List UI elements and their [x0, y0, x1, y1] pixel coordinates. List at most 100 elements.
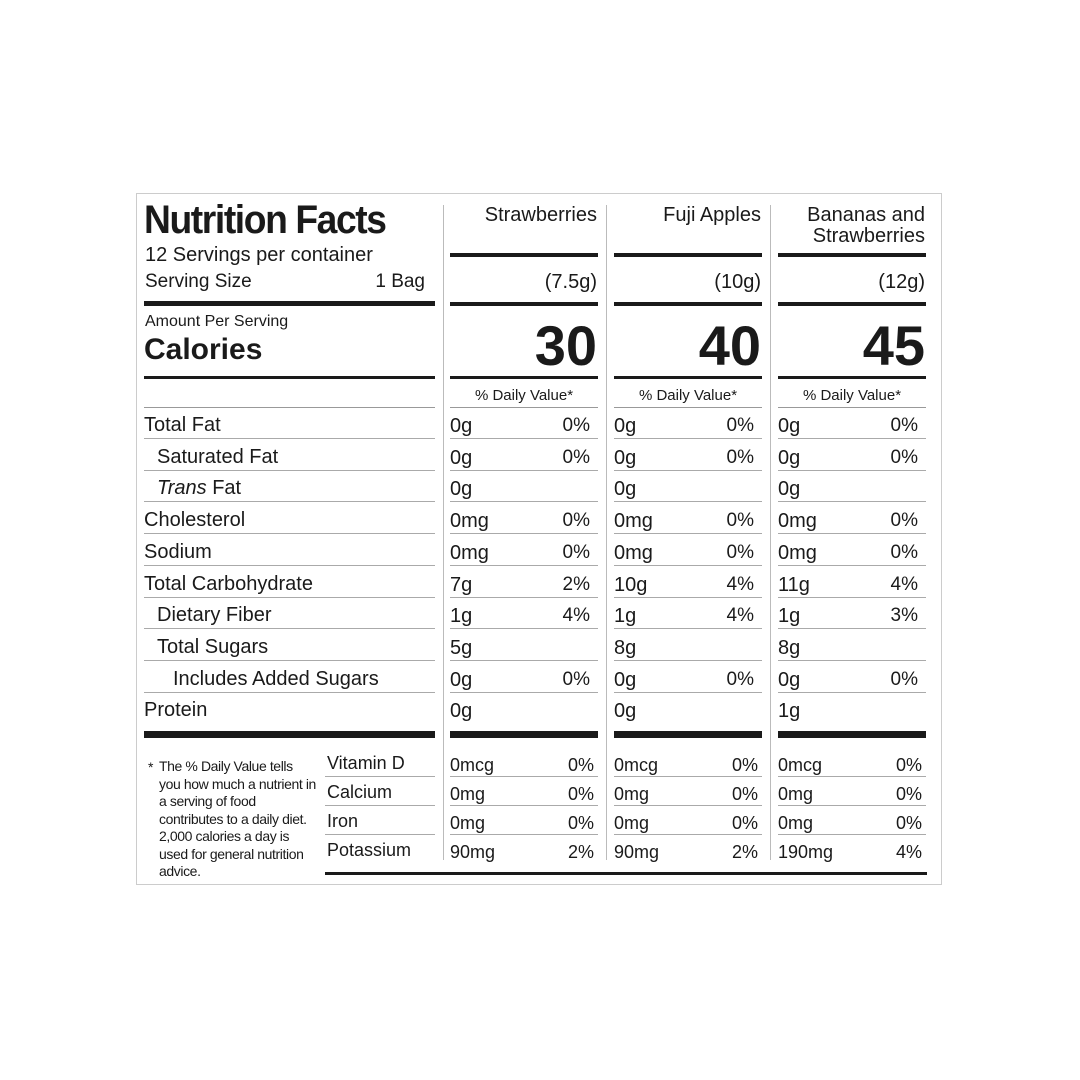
- medium-rule: [450, 376, 598, 379]
- amount: 0mcg: [614, 755, 659, 775]
- daily-value: 0%: [726, 446, 754, 468]
- amount: 0mg: [614, 784, 650, 804]
- row-rule: [450, 776, 598, 777]
- row-rule: [144, 469, 435, 471]
- row-rule: [778, 691, 926, 693]
- amount: 11g: [778, 573, 810, 596]
- calories: 40: [698, 314, 761, 377]
- amount: 8g: [778, 636, 801, 659]
- row-rule: [778, 564, 926, 566]
- amount: 7g: [450, 573, 473, 596]
- nutrient-label: Sodium: [144, 540, 212, 563]
- daily-value: 0%: [562, 668, 590, 690]
- amount: 0mg: [778, 813, 814, 833]
- footnote: The % Daily Value tells you how much a n…: [159, 758, 316, 879]
- daily-value: 0%: [890, 446, 918, 468]
- daily-value: 0%: [567, 784, 594, 804]
- nutrient-label: Dietary Fiber: [157, 604, 272, 627]
- amount: 1g: [450, 605, 473, 628]
- amount: 90mg: [614, 842, 660, 862]
- amount: 1g: [778, 605, 801, 628]
- amount: 8g: [614, 636, 637, 659]
- row-rule: [614, 628, 762, 630]
- row-rule: [144, 564, 435, 566]
- thick-rule: [778, 253, 926, 257]
- label-panel: [136, 193, 942, 885]
- daily-value: 0%: [890, 668, 918, 690]
- daily-value: 0%: [895, 755, 922, 775]
- thick-rule: [778, 731, 926, 738]
- vitamin-label: Iron: [327, 811, 359, 831]
- row-rule: [450, 501, 598, 503]
- amount: 0g: [778, 478, 801, 501]
- daily-value: 0%: [562, 415, 590, 436]
- row-rule: [778, 501, 926, 503]
- thick-rule: [450, 302, 598, 306]
- thick-rule: [144, 301, 435, 306]
- daily-value: 4%: [726, 573, 754, 595]
- amount: 0g: [450, 446, 473, 469]
- row-rule: [450, 596, 598, 598]
- medium-rule: [614, 376, 762, 379]
- thin-rule: [144, 407, 435, 408]
- amount: 0g: [614, 668, 637, 691]
- daily-value: 0%: [567, 755, 594, 775]
- row-rule: [450, 691, 598, 693]
- row-rule: [614, 834, 762, 835]
- calories: 30: [534, 314, 597, 377]
- row-rule: [614, 776, 762, 777]
- amount: 190mg: [778, 842, 834, 862]
- thick-rule: [778, 302, 926, 306]
- thick-rule: [614, 731, 762, 738]
- row-rule: [450, 805, 598, 806]
- daily-value: 0%: [562, 446, 590, 468]
- nutrient-label-text: Fat: [212, 477, 242, 500]
- daily-value: 0%: [731, 784, 758, 804]
- calories-label: Calories: [144, 333, 263, 366]
- amount: 0mg: [778, 784, 814, 804]
- daily-value-header: % Daily Value*: [638, 387, 738, 404]
- daily-value: 4%: [562, 605, 590, 627]
- row-rule: [450, 659, 598, 661]
- amount: 0g: [450, 415, 473, 437]
- daily-value: 0%: [731, 813, 758, 833]
- thick-rule: [614, 302, 762, 306]
- daily-value: 0%: [890, 415, 918, 436]
- row-rule: [778, 834, 926, 835]
- daily-value: 0%: [895, 784, 922, 804]
- amount: 0mg: [450, 784, 486, 804]
- daily-value: 2%: [567, 842, 594, 862]
- row-rule: [450, 438, 598, 439]
- row-rule: [614, 596, 762, 598]
- row-rule: [778, 438, 926, 439]
- amount: 0mg: [450, 813, 486, 833]
- amount: 0mcg: [778, 755, 823, 775]
- row-rule: [144, 691, 435, 693]
- servings: 12 Servings per container: [145, 244, 373, 266]
- amount: 0mg: [778, 541, 817, 564]
- medium-rule: [144, 376, 435, 379]
- thick-rule: [614, 253, 762, 257]
- nutrient-label: Saturated Fat: [157, 445, 279, 468]
- daily-value: 0%: [726, 510, 754, 532]
- daily-value: 2%: [731, 842, 758, 862]
- row-rule: [778, 469, 926, 471]
- amount: 10g: [614, 573, 648, 596]
- row-rule: [144, 501, 435, 503]
- amount: 0g: [614, 446, 637, 469]
- row-rule: [778, 533, 926, 535]
- nutrient-label: Total Carbohydrate: [144, 572, 313, 595]
- row-rule: [614, 469, 762, 471]
- column-divider: [770, 205, 771, 860]
- row-rule: [450, 628, 598, 630]
- nutrient-label: Total Sugars: [157, 635, 269, 658]
- serving-size: 1 Bag: [375, 271, 425, 292]
- amount: 0g: [450, 478, 473, 501]
- amount: 0mg: [450, 510, 489, 533]
- row-rule: [144, 438, 435, 439]
- row-rule: [614, 805, 762, 806]
- amount: 1g: [778, 700, 801, 723]
- vitamin-label: Vitamin D: [327, 753, 405, 773]
- amount: 0mg: [614, 510, 653, 533]
